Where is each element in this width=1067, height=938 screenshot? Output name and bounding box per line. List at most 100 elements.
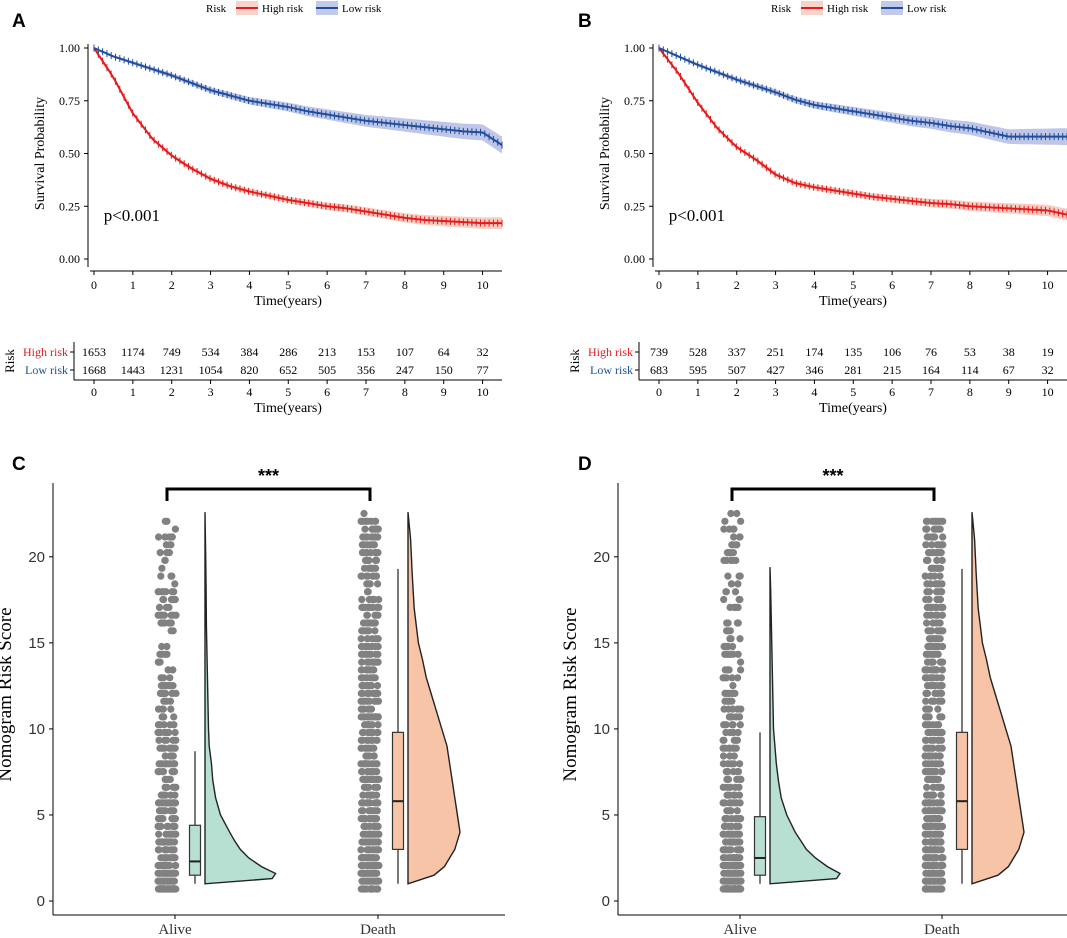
x-tick-label: 2 xyxy=(169,278,175,292)
risk-table-x-label: Time(years) xyxy=(819,401,887,416)
survival-curve-low xyxy=(93,47,503,146)
risk-table-count: 652 xyxy=(279,363,297,377)
risk-table-x-tick-label: 7 xyxy=(928,385,934,399)
legend-high-label: High risk xyxy=(262,3,304,15)
panel-letter-B: B xyxy=(578,11,592,32)
risk-table-count: 1231 xyxy=(160,363,184,377)
ci-band-low xyxy=(94,48,502,154)
significance-stars: *** xyxy=(258,466,279,486)
risk-table-count: 32 xyxy=(1042,363,1054,377)
risk-table-x-tick-label: 3 xyxy=(773,385,779,399)
x-tick-label: 8 xyxy=(402,278,408,292)
jitter-points-death xyxy=(921,517,947,893)
y-tick-label: 20 xyxy=(593,549,610,566)
x-tick-label: 6 xyxy=(889,278,895,292)
x-tick-label: 10 xyxy=(477,278,489,292)
jitter-points-alive xyxy=(154,517,180,893)
legend-high-label: High risk xyxy=(827,3,869,15)
risk-table-x-tick-label: 6 xyxy=(889,385,895,399)
risk-table-row-label: Low risk xyxy=(590,363,633,377)
risk-table-count: 32 xyxy=(477,345,489,359)
risk-table-title: Risk xyxy=(2,349,17,373)
risk-table-count: 215 xyxy=(883,363,901,377)
y-tick-label: 0.75 xyxy=(624,94,645,108)
x-tick-label: 4 xyxy=(246,278,252,292)
risk-table-count: 286 xyxy=(279,345,297,359)
risk-table-count: 595 xyxy=(689,363,707,377)
risk-table-x-tick-label: 4 xyxy=(811,385,817,399)
half-violin-alive xyxy=(204,512,277,885)
risk-table-count: 683 xyxy=(650,363,668,377)
y-axis-label: Survival Probability xyxy=(598,97,613,210)
x-tick-label: Alive xyxy=(723,922,757,938)
risk-table-row-label: High risk xyxy=(23,345,68,359)
risk-table-count: 53 xyxy=(964,345,976,359)
risk-table-x-tick-label: 6 xyxy=(324,385,330,399)
risk-table-count: 150 xyxy=(435,363,453,377)
x-tick-label: 3 xyxy=(773,278,779,292)
x-tick-label: 1 xyxy=(130,278,136,292)
risk-table-count: 507 xyxy=(728,363,746,377)
censor-ticks-low xyxy=(658,44,1067,141)
y-tick-label: 15 xyxy=(28,635,45,652)
ci-band-low xyxy=(659,48,1067,146)
y-tick-label: 5 xyxy=(37,807,45,824)
censor-ticks-low xyxy=(93,44,503,149)
box-death xyxy=(955,731,969,850)
x-tick-label: 6 xyxy=(324,278,330,292)
p-value-annotation: p<0.001 xyxy=(669,206,725,225)
y-tick-label: 0.75 xyxy=(59,94,80,108)
y-tick-label: 0.25 xyxy=(59,199,80,213)
risk-table-count: 749 xyxy=(163,345,181,359)
box-alive xyxy=(753,816,767,876)
risk-table-count: 281 xyxy=(844,363,862,377)
risk-table-count: 1668 xyxy=(82,363,106,377)
jitter-points-death xyxy=(357,509,383,893)
y-tick-label: 0 xyxy=(602,893,610,910)
y-tick-label: 5 xyxy=(602,807,610,824)
risk-table-title: Risk xyxy=(567,349,582,373)
risk-table-x-tick-label: 1 xyxy=(695,385,701,399)
risk-table-count: 427 xyxy=(767,363,785,377)
survival-curve-high xyxy=(658,47,1067,216)
survival-curve-low xyxy=(658,47,1067,138)
risk-table-count: 1443 xyxy=(121,363,145,377)
significance-stars: *** xyxy=(822,466,843,486)
risk-table-count: 114 xyxy=(961,363,979,377)
x-tick-label: 0 xyxy=(91,278,97,292)
risk-table-x-tick-label: 10 xyxy=(477,385,489,399)
risk-table-x-tick-label: 10 xyxy=(1042,385,1054,399)
y-tick-label: 20 xyxy=(28,549,45,566)
y-tick-label: 10 xyxy=(593,721,610,738)
x-tick-label: 8 xyxy=(967,278,973,292)
box-alive xyxy=(188,824,202,876)
risk-table-x-tick-label: 2 xyxy=(734,385,740,399)
survival-curve-high xyxy=(93,47,502,225)
x-tick-label: Death xyxy=(360,922,396,938)
risk-table-count: 251 xyxy=(767,345,785,359)
risk-table-count: 820 xyxy=(240,363,258,377)
y-tick-label: 0 xyxy=(37,893,45,910)
risk-table-x-tick-label: 5 xyxy=(285,385,291,399)
p-value-annotation: p<0.001 xyxy=(104,206,160,225)
risk-table-count: 384 xyxy=(240,345,258,359)
x-tick-label: 5 xyxy=(850,278,856,292)
risk-table-x-tick-label: 1 xyxy=(130,385,136,399)
x-tick-label: 10 xyxy=(1042,278,1054,292)
y-tick-label: 0.00 xyxy=(624,252,645,266)
risk-table-row-label: High risk xyxy=(588,345,633,359)
risk-table-x-tick-label: 9 xyxy=(1006,385,1012,399)
y-axis-label: Nomogram Risk Score xyxy=(0,607,16,781)
risk-table-row-label: Low risk xyxy=(25,363,68,377)
y-tick-label: 0.50 xyxy=(624,147,645,161)
risk-table-count: 213 xyxy=(318,345,336,359)
risk-table-count: 153 xyxy=(357,345,375,359)
x-tick-label: 2 xyxy=(734,278,740,292)
half-violin-alive xyxy=(769,567,842,885)
x-tick-label: 3 xyxy=(208,278,214,292)
risk-table-count: 1174 xyxy=(121,345,145,359)
risk-table-x-label: Time(years) xyxy=(254,401,322,416)
risk-table-count: 19 xyxy=(1042,345,1054,359)
risk-table-x-tick-label: 3 xyxy=(208,385,214,399)
